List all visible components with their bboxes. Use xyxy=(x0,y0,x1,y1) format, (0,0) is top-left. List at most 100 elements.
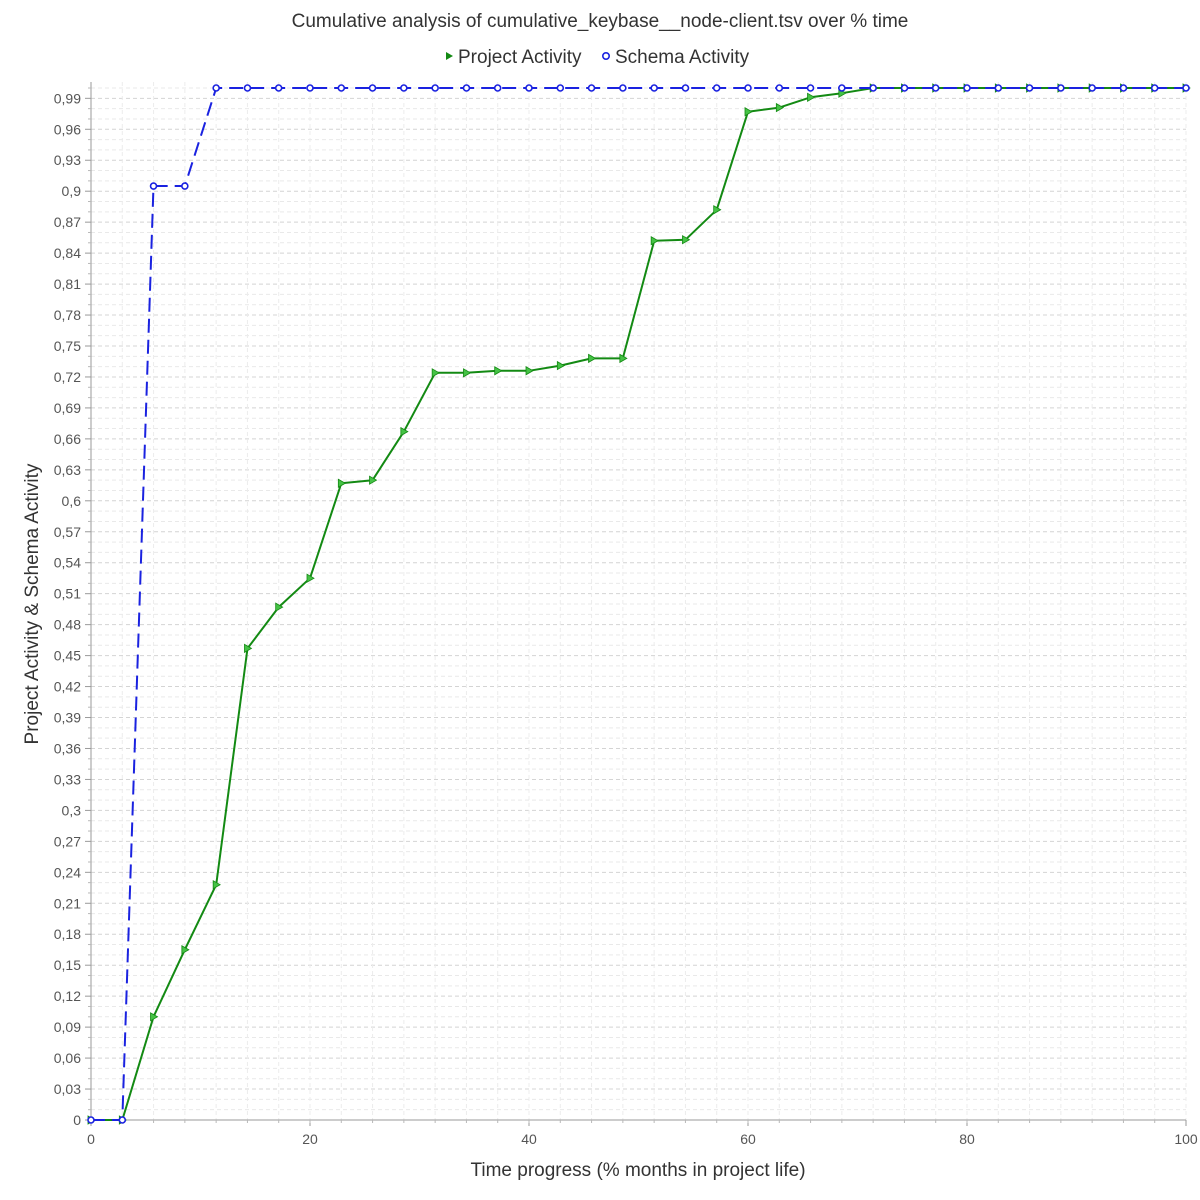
series-line xyxy=(91,87,1186,1121)
data-point[interactable] xyxy=(462,84,471,92)
y-tick-label: 0,48 xyxy=(54,617,81,633)
data-point[interactable] xyxy=(806,84,815,92)
data-point[interactable] xyxy=(212,880,221,890)
data-point[interactable] xyxy=(274,84,283,92)
legend-marker-schema-activity xyxy=(601,51,610,60)
data-point[interactable] xyxy=(337,84,346,92)
data-point[interactable] xyxy=(556,84,565,92)
data-point[interactable] xyxy=(306,84,314,92)
x-tick-label: 0 xyxy=(87,1131,95,1147)
data-point[interactable] xyxy=(306,573,315,583)
data-point[interactable] xyxy=(1119,84,1128,92)
x-tick-labels: 0 20 40 60 80 100 xyxy=(87,1131,1198,1147)
legend-label-schema-activity: Schema Activity xyxy=(615,47,750,68)
y-tick-label: 0,45 xyxy=(54,648,81,664)
data-point[interactable] xyxy=(713,205,722,215)
data-point[interactable] xyxy=(807,92,816,102)
data-point[interactable] xyxy=(775,102,785,113)
data-point[interactable] xyxy=(149,182,158,190)
data-point[interactable] xyxy=(775,84,784,92)
legend-label-project-activity: Project Activity xyxy=(458,47,582,68)
data-point[interactable] xyxy=(243,84,252,92)
data-point[interactable] xyxy=(650,236,659,246)
data-point[interactable] xyxy=(1057,84,1065,92)
legend-item-project-activity[interactable]: Project Activity xyxy=(446,47,582,68)
data-point[interactable] xyxy=(431,368,440,378)
y-tick-label: 0,96 xyxy=(54,121,81,137)
x-tick-label: 100 xyxy=(1174,1131,1198,1147)
data-point[interactable] xyxy=(525,84,533,92)
x-tick-label: 80 xyxy=(959,1131,975,1147)
y-tick-label: 0,24 xyxy=(54,864,81,880)
y-tick-label: 0,84 xyxy=(54,245,81,261)
data-point[interactable] xyxy=(838,84,846,92)
data-point[interactable] xyxy=(368,84,377,92)
y-tick-label: 0,15 xyxy=(54,957,81,973)
y-tick-label: 0,72 xyxy=(54,369,81,385)
y-tick-label: 0,36 xyxy=(54,740,81,756)
grid xyxy=(91,82,1187,1120)
data-point[interactable] xyxy=(744,84,752,92)
data-point[interactable] xyxy=(712,84,721,92)
plot-area xyxy=(91,82,1186,1120)
legend-item-schema-activity[interactable]: Schema Activity xyxy=(601,47,750,68)
data-point[interactable] xyxy=(118,1116,127,1124)
data-point[interactable] xyxy=(494,366,503,376)
y-tick-label: 0,54 xyxy=(54,555,81,571)
data-point[interactable] xyxy=(525,366,534,376)
y-tick-label: 0,75 xyxy=(54,338,81,354)
data-point[interactable] xyxy=(400,84,408,92)
data-point[interactable] xyxy=(869,84,877,92)
data-point[interactable] xyxy=(587,84,596,92)
x-axis-label: Time progress (% months in project life) xyxy=(470,1160,805,1181)
series xyxy=(87,83,1191,1125)
data-point[interactable] xyxy=(1182,84,1190,92)
data-point[interactable] xyxy=(181,945,190,955)
data-point[interactable] xyxy=(244,643,253,654)
axes xyxy=(85,82,1187,1126)
y-tick-label: 0,33 xyxy=(54,771,81,787)
data-point[interactable] xyxy=(619,84,627,92)
data-point[interactable] xyxy=(493,84,502,92)
data-point[interactable] xyxy=(556,360,566,371)
y-tick-label: 0,81 xyxy=(54,276,81,292)
data-point[interactable] xyxy=(1025,84,1034,92)
data-point[interactable] xyxy=(963,84,971,92)
data-point[interactable] xyxy=(650,84,658,92)
y-tick-label: 0,87 xyxy=(54,214,81,230)
data-point[interactable] xyxy=(212,84,220,92)
x-tick-label: 40 xyxy=(521,1131,537,1147)
data-point[interactable] xyxy=(682,235,691,245)
y-tick-label: 0,63 xyxy=(54,462,81,478)
data-point[interactable] xyxy=(463,368,472,378)
y-tick-label: 0,93 xyxy=(54,152,81,168)
data-point[interactable] xyxy=(150,1012,159,1022)
data-point[interactable] xyxy=(931,84,940,92)
data-point[interactable] xyxy=(1088,84,1096,92)
data-point[interactable] xyxy=(681,84,690,92)
data-point[interactable] xyxy=(900,84,909,92)
data-point[interactable] xyxy=(744,107,753,117)
data-point[interactable] xyxy=(275,602,284,612)
y-tick-label: 0,18 xyxy=(54,926,81,942)
data-point[interactable] xyxy=(994,84,1003,92)
y-tick-label: 0,69 xyxy=(54,400,81,416)
data-point[interactable] xyxy=(87,1116,95,1124)
y-tick-label: 0,42 xyxy=(54,679,81,695)
chart-title: Cumulative analysis of cumulative_keybas… xyxy=(292,11,909,32)
data-point[interactable] xyxy=(588,353,597,364)
data-point[interactable] xyxy=(431,84,439,92)
data-point[interactable] xyxy=(400,426,409,437)
legend-marker-project-activity xyxy=(446,52,453,60)
data-point[interactable] xyxy=(369,475,378,485)
data-point[interactable] xyxy=(619,353,628,364)
data-point[interactable] xyxy=(181,182,189,190)
y-tick-label: 0,6 xyxy=(62,493,82,509)
y-tick-label: 0,3 xyxy=(62,802,82,818)
y-tick-label: 0,06 xyxy=(54,1050,81,1066)
data-point[interactable] xyxy=(337,478,347,488)
y-tick-label: 0,21 xyxy=(54,895,81,911)
data-point[interactable] xyxy=(1150,84,1159,92)
